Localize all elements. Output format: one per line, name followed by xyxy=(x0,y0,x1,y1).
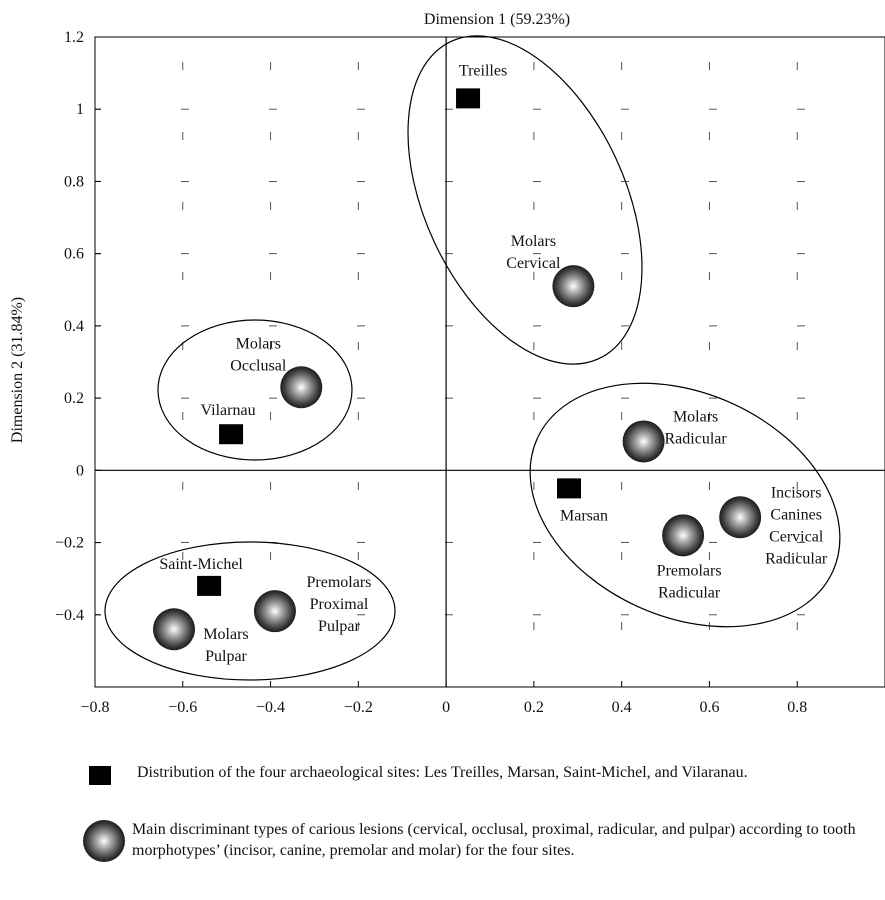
lesion-label: Molars xyxy=(673,408,718,425)
lesion-marker-sphere xyxy=(662,514,705,557)
lesion-label: Cervical xyxy=(769,528,824,545)
site-marker-square xyxy=(197,575,222,596)
y-axis-label: Dimension 2 (31.84%) xyxy=(9,297,26,443)
y-axis-ticks: 1.2 1 0.8 0.6 0.4 0.2 0 −0.2 −0.4 xyxy=(55,29,101,624)
y-tick-label: 0.8 xyxy=(64,173,84,190)
lesion-label: Pulpar xyxy=(318,618,360,635)
data-labels: Treilles Vilarnau Marsan Saint-Michel Molars… xyxy=(159,62,828,665)
ellipse-treilles-cluster xyxy=(407,35,643,365)
y-tick-label: 1 xyxy=(76,101,84,118)
ellipse-marsan-cluster xyxy=(529,382,841,628)
lesion-marker-sphere xyxy=(719,496,762,539)
lesion-label: Premolars xyxy=(307,574,372,591)
lesion-label: Radicular xyxy=(658,584,721,601)
lesion-label: Cervical xyxy=(506,255,561,272)
lesion-label: Radicular xyxy=(665,430,728,447)
lesion-label: Molars xyxy=(236,335,281,352)
x-tick-label: −0.8 xyxy=(80,699,109,716)
lesion-marker-sphere xyxy=(253,590,296,633)
y-tick-label: −0.2 xyxy=(55,535,84,552)
legend-sites-text: Distribution of the four archaeological … xyxy=(137,764,748,781)
lesion-sphere-icon xyxy=(83,820,125,862)
site-label: Saint-Michel xyxy=(159,556,243,573)
site-label: Marsan xyxy=(560,507,608,524)
site-marker-square xyxy=(456,88,481,109)
y-tick-label: −0.4 xyxy=(55,607,84,624)
x-tick-label: 0.2 xyxy=(524,699,544,716)
ellipse-saint-michel-cluster xyxy=(104,541,396,681)
site-marker-square xyxy=(219,424,244,445)
y-tick-label: 0 xyxy=(76,462,84,479)
lesion-marker-sphere xyxy=(153,608,195,651)
x-tick-label: −0.4 xyxy=(256,699,285,716)
x-tick-label: −0.6 xyxy=(168,699,197,716)
x-tick-label: 0.4 xyxy=(612,699,632,716)
x-axis-ticks: −0.8 −0.6 −0.4 −0.2 0 0.2 0.4 0.6 0.8 xyxy=(80,681,807,716)
zero-axes xyxy=(95,37,885,687)
data-markers xyxy=(153,88,762,651)
lesion-label: Radicular xyxy=(765,550,828,567)
site-label: Treilles xyxy=(459,62,507,79)
biplot-chart: Dimension 1 (59.23%) Dimension 2 (31.84%… xyxy=(9,11,885,716)
lesion-marker-sphere xyxy=(280,366,323,409)
y-tick-label: 0.6 xyxy=(64,246,84,263)
cluster-ellipses xyxy=(104,35,841,681)
lesion-label: Occlusal xyxy=(230,357,287,374)
x-tick-label: −0.2 xyxy=(344,699,373,716)
lesion-label: Premolars xyxy=(657,562,722,579)
site-label: Vilarnau xyxy=(201,402,256,419)
lesion-label: Molars xyxy=(511,233,556,250)
lesion-label: Canines xyxy=(770,506,822,523)
legend-lesions: Main discriminant types of carious lesio… xyxy=(82,819,872,863)
x-tick-label: 0 xyxy=(442,699,450,716)
legend-sites: Distribution of the four archaeological … xyxy=(85,762,877,785)
y-tick-label: 1.2 xyxy=(64,29,84,46)
lesion-label: Molars xyxy=(203,626,248,643)
lesion-marker-sphere xyxy=(552,265,595,308)
site-square-icon xyxy=(89,766,111,785)
y-tick-label: 0.2 xyxy=(64,390,84,407)
lesion-label: Proximal xyxy=(310,596,369,613)
ellipse-vilarnau-cluster xyxy=(157,319,353,461)
lesion-label: Incisors xyxy=(771,484,822,501)
x-tick-label: 0.8 xyxy=(787,699,807,716)
site-marker-square xyxy=(557,478,581,499)
chart-title: Dimension 1 (59.23%) xyxy=(424,11,570,28)
x-tick-label: 0.6 xyxy=(699,699,719,716)
lesion-marker-sphere xyxy=(622,420,665,463)
y-tick-label: 0.4 xyxy=(64,318,84,335)
legend-lesions-text: Main discriminant types of carious lesio… xyxy=(132,821,856,859)
lesion-label: Pulpar xyxy=(205,648,247,665)
